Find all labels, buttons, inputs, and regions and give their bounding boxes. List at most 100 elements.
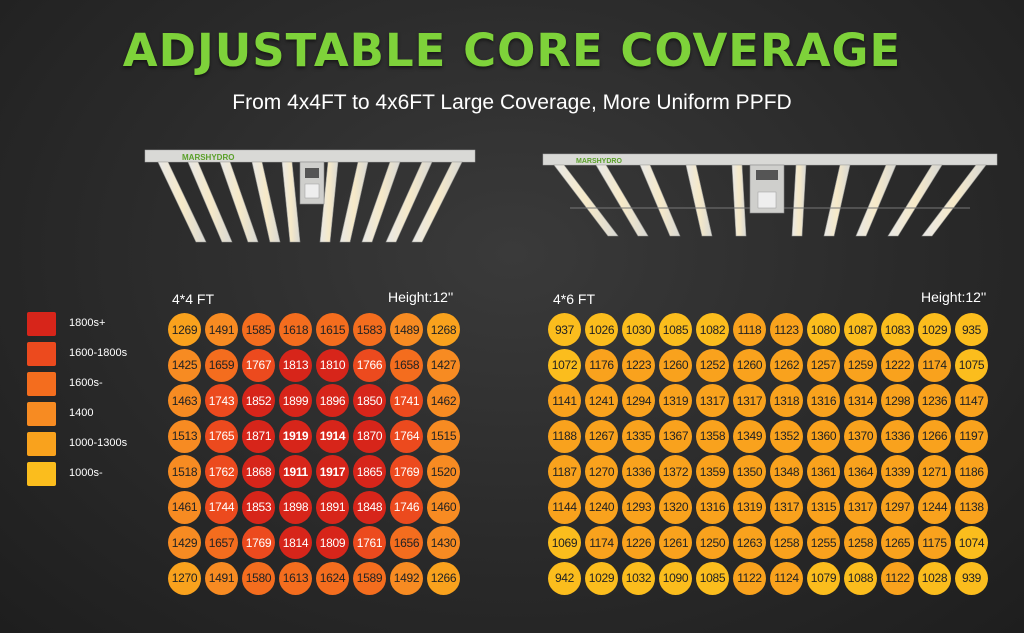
ppfd-value-cell: 1123	[770, 313, 803, 346]
ppfd-value-cell: 1769	[390, 455, 423, 488]
ppfd-value-cell: 1461	[168, 490, 201, 524]
grid-4x4-label: 4*4 FT	[172, 291, 215, 307]
ppfd-value-cell: 1358	[696, 419, 729, 453]
ppfd-value-cell: 1899	[279, 384, 312, 417]
ppfd-value-cell: 1270	[585, 455, 618, 488]
ppfd-value-cell: 1240	[585, 490, 618, 524]
grid-4x4-height: Height:12''	[388, 289, 454, 305]
grow-light-4x4-image: MARSHYDRO	[144, 149, 476, 243]
ppfd-value-cell: 1265	[881, 526, 914, 559]
ppfd-value-cell: 1085	[696, 561, 729, 595]
ppfd-value-cell: 1317	[696, 384, 729, 417]
ppfd-value-cell: 1492	[390, 561, 423, 595]
ppfd-value-cell: 1260	[659, 348, 692, 382]
page-title: ADJUSTABLE CORE COVERAGE	[122, 24, 902, 77]
ppfd-value-cell: 1270	[168, 561, 201, 595]
ppfd-value-cell: 1026	[585, 313, 618, 346]
ppfd-value-cell: 1188	[548, 419, 581, 453]
ppfd-value-cell: 1762	[205, 455, 238, 488]
ppfd-value-cell: 1585	[242, 313, 275, 346]
ppfd-value-cell: 1613	[279, 561, 312, 595]
ppfd-value-cell: 1350	[733, 455, 766, 488]
ppfd-value-cell: 1236	[918, 384, 951, 417]
ppfd-value-cell: 1317	[770, 490, 803, 524]
ppfd-value-cell: 1258	[844, 526, 877, 559]
ppfd-value-cell: 1427	[427, 348, 460, 382]
ppfd-value-cell: 1083	[881, 313, 914, 346]
ppfd-value-cell: 1186	[955, 455, 988, 488]
ppfd-value-cell: 1868	[242, 455, 275, 488]
legend-swatch	[27, 342, 56, 366]
ppfd-value-cell: 1364	[844, 455, 877, 488]
ppfd-value-cell: 1853	[242, 490, 275, 524]
ppfd-value-cell: 1618	[279, 313, 312, 346]
ppfd-value-cell: 1174	[918, 348, 951, 382]
ppfd-value-cell: 1174	[585, 526, 618, 559]
ppfd-value-cell: 1352	[770, 419, 803, 453]
ppfd-value-cell: 1491	[205, 561, 238, 595]
ppfd-value-cell: 1255	[807, 526, 840, 559]
ppfd-value-cell: 1087	[844, 313, 877, 346]
ppfd-value-cell: 1767	[242, 348, 275, 382]
ppfd-value-cell: 1260	[733, 348, 766, 382]
brand-logo: MARSHYDRO	[182, 153, 234, 162]
ppfd-value-cell: 1624	[316, 561, 349, 595]
ppfd-value-cell: 1367	[659, 419, 692, 453]
ppfd-value-cell: 1339	[881, 455, 914, 488]
ppfd-value-cell: 1520	[427, 455, 460, 488]
ppfd-value-cell: 1810	[316, 348, 349, 382]
ppfd-value-cell: 1028	[918, 561, 951, 595]
ppfd-value-cell: 1314	[844, 384, 877, 417]
ppfd-value-cell: 1176	[585, 348, 618, 382]
ppfd-value-cell: 1898	[279, 490, 312, 524]
ppfd-value-cell: 1315	[807, 490, 840, 524]
ppfd-value-cell: 1336	[622, 455, 655, 488]
ppfd-value-cell: 1349	[733, 419, 766, 453]
ppfd-value-cell: 1813	[279, 348, 312, 382]
ppfd-value-cell: 1297	[881, 490, 914, 524]
ppfd-value-cell: 1917	[316, 455, 349, 488]
ppfd-value-cell: 1518	[168, 455, 201, 488]
ppfd-value-cell: 1088	[844, 561, 877, 595]
ppfd-value-cell: 1079	[807, 561, 840, 595]
ppfd-value-cell: 1244	[918, 490, 951, 524]
ppfd-value-cell: 1267	[585, 419, 618, 453]
ppfd-value-cell: 1460	[427, 490, 460, 524]
ppfd-value-cell: 1320	[659, 490, 692, 524]
legend-label: 1600-1800s	[69, 347, 128, 359]
ppfd-value-cell: 1082	[696, 313, 729, 346]
ppfd-value-cell: 1252	[696, 348, 729, 382]
ppfd-value-cell: 1122	[881, 561, 914, 595]
ppfd-value-cell: 1896	[316, 384, 349, 417]
ppfd-value-cell: 1319	[659, 384, 692, 417]
ppfd-value-cell: 1809	[316, 526, 349, 559]
brand-logo: MARSHYDRO	[576, 158, 622, 165]
ppfd-value-cell: 1764	[390, 419, 423, 453]
ppfd-value-cell: 1187	[548, 455, 581, 488]
ppfd-value-cell: 1359	[696, 455, 729, 488]
ppfd-value-cell: 1765	[205, 419, 238, 453]
ppfd-value-cell: 1656	[390, 526, 423, 559]
ppfd-value-cell: 1298	[881, 384, 914, 417]
ppfd-value-cell: 1513	[168, 419, 201, 453]
ppfd-value-cell: 1029	[918, 313, 951, 346]
ppfd-value-cell: 1430	[427, 526, 460, 559]
ppfd-value-cell: 1069	[548, 526, 581, 559]
ppfd-value-cell: 1911	[279, 455, 312, 488]
ppfd-value-cell: 1316	[696, 490, 729, 524]
ppfd-value-cell: 1658	[390, 348, 423, 382]
ppfd-value-cell: 1080	[807, 313, 840, 346]
ppfd-value-cell: 1348	[770, 455, 803, 488]
ppfd-value-cell: 1852	[242, 384, 275, 417]
ppfd-value-cell: 1261	[659, 526, 692, 559]
ppfd-value-cell: 1030	[622, 313, 655, 346]
legend-swatch	[27, 462, 56, 486]
ppfd-value-cell: 1317	[844, 490, 877, 524]
legend-label: 1800s+	[69, 317, 106, 329]
ppfd-value-cell: 1769	[242, 526, 275, 559]
ppfd-value-cell: 1072	[548, 348, 581, 382]
ppfd-value-cell: 1266	[918, 419, 951, 453]
ppfd-value-cell: 1266	[427, 561, 460, 595]
ppfd-value-cell: 1848	[353, 490, 386, 524]
ppfd-value-cell: 942	[548, 561, 581, 595]
